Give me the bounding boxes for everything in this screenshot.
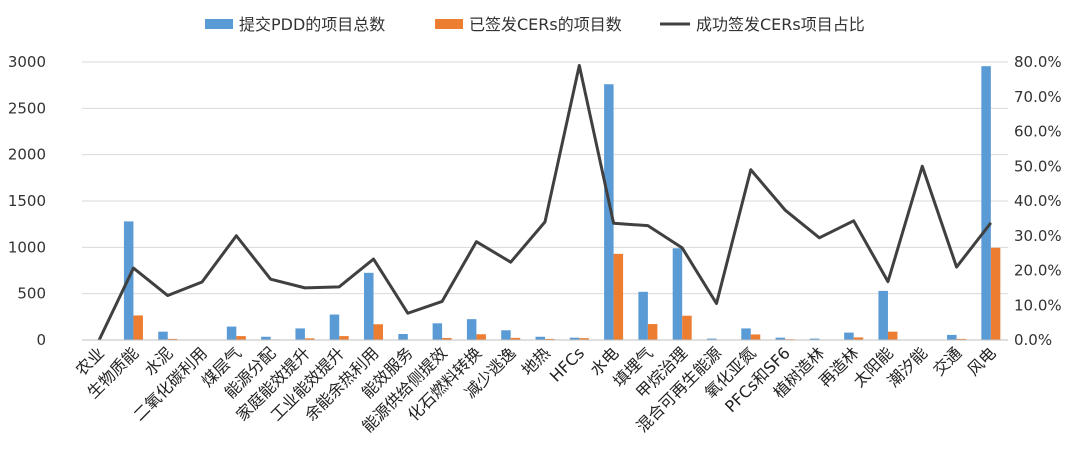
y-right-tick-label: 60.0% [1014, 123, 1062, 141]
y-left-tick-label: 2000 [8, 146, 46, 164]
bar [510, 337, 521, 340]
bar [741, 328, 751, 340]
line-series-group [97, 63, 993, 341]
bar [844, 332, 854, 340]
y-right-tick-label: 50.0% [1014, 157, 1062, 175]
gridlines [82, 61, 1008, 295]
bar [442, 337, 452, 340]
legend-label: 已签发CERs的项目数 [469, 15, 622, 34]
bar [339, 336, 349, 340]
bar [236, 336, 246, 340]
y-right-tick-label: 0.0% [1014, 331, 1052, 349]
bar [501, 330, 511, 340]
bar [133, 315, 143, 340]
bar [878, 290, 888, 340]
bar [167, 338, 178, 340]
y-left-tick-label: 500 [17, 285, 46, 303]
y-right-tick-label: 20.0% [1014, 262, 1062, 280]
x-tick-label: 交通 [929, 343, 965, 379]
legend-label: 成功签发CERs项目占比 [696, 15, 865, 34]
bar [672, 248, 683, 340]
y-right-tick-label: 40.0% [1014, 192, 1062, 210]
bar-series-group [89, 66, 1001, 341]
bar [981, 66, 991, 341]
bar [579, 338, 589, 340]
bar [466, 319, 477, 340]
bar [775, 337, 786, 340]
x-tick-label: 潮汐能 [884, 343, 931, 390]
bar [604, 84, 614, 341]
bar [226, 326, 237, 340]
y-left-tick-label: 0 [36, 331, 46, 349]
bar [535, 336, 545, 340]
bar [398, 333, 408, 340]
bar [990, 247, 1001, 340]
y-left-tick-label: 3000 [8, 53, 46, 71]
bar [613, 253, 624, 340]
legend-swatch [435, 19, 463, 29]
bar [569, 337, 580, 340]
bar [364, 272, 374, 340]
legend-label: 提交PDD的项目总数 [239, 15, 385, 34]
bar [853, 337, 864, 340]
axes: 0 500 1000 1500 2000 2500 3000 0.0% 10.0% 20.0% 30… [8, 53, 1062, 436]
y-left-tick-label: 2500 [8, 99, 46, 117]
y-right-tick-label: 80.0% [1014, 53, 1062, 71]
x-tick-label: 风电 [964, 343, 1000, 379]
bar [647, 324, 658, 340]
y-right-tick-label: 70.0% [1014, 88, 1062, 106]
bar [432, 323, 443, 340]
bar [545, 338, 555, 340]
legend-swatch [205, 19, 233, 29]
bar [476, 334, 486, 340]
y-left-tick-label: 1500 [8, 192, 46, 210]
bar [295, 328, 305, 340]
y-left-tick-label: 1000 [8, 238, 46, 256]
legend: 提交PDD的项目总数 已签发CERs的项目数 成功签发CERs项目占比 [205, 15, 865, 34]
y-right-tick-label: 30.0% [1014, 227, 1062, 245]
x-tick-label: HFCs [546, 343, 588, 385]
bar [373, 324, 384, 340]
bar [706, 338, 717, 340]
bar [682, 315, 692, 340]
bar [956, 338, 967, 340]
bar [750, 334, 761, 340]
bar [887, 331, 898, 340]
bar [261, 336, 271, 340]
bar [158, 331, 168, 340]
bar [329, 314, 340, 340]
bar [947, 334, 957, 340]
y-right-tick-label: 10.0% [1014, 296, 1062, 314]
bar [638, 291, 648, 340]
line-series [97, 63, 993, 341]
bar [304, 338, 315, 340]
bar [809, 338, 820, 340]
